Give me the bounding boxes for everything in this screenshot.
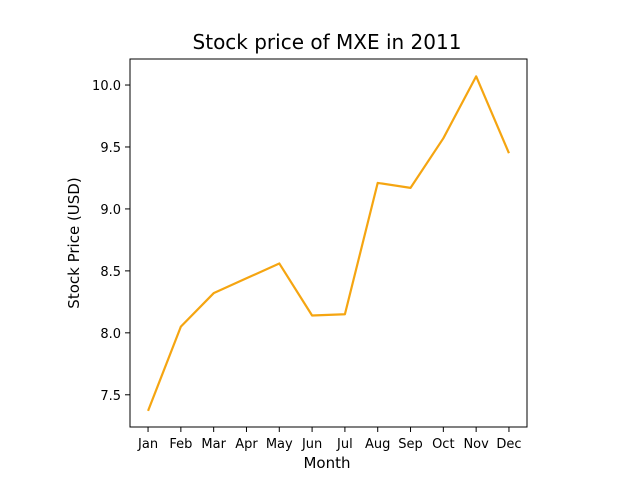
- series-line: [147, 75, 510, 412]
- x-tick-label: May: [266, 437, 293, 452]
- data-point-feb: [179, 325, 183, 329]
- data-point-jan: [146, 409, 150, 413]
- data-point-aug: [376, 181, 380, 185]
- data-point-mar: [212, 291, 216, 295]
- y-axis-ticks: 7.5 8.0 8.5 9.0 9.5 10.0: [92, 79, 130, 404]
- x-tick-label: Aug: [365, 437, 390, 452]
- data-point-jul: [343, 312, 347, 316]
- x-axis-label: Month: [303, 454, 350, 472]
- x-tick-label: Jul: [336, 437, 353, 452]
- data-point-may: [277, 261, 281, 265]
- x-tick-label: Apr: [235, 437, 258, 452]
- y-tick-label: 9.5: [100, 141, 121, 156]
- data-point-nov: [474, 74, 478, 78]
- x-tick-label: Jun: [301, 437, 322, 452]
- x-tick-label: Dec: [496, 437, 521, 452]
- x-tick-label: Feb: [169, 437, 192, 452]
- x-tick-label: Oct: [432, 437, 454, 452]
- y-tick-label: 10.0: [92, 79, 121, 94]
- y-tick-label: 7.5: [100, 389, 121, 404]
- x-axis-ticks: Jan Feb Mar Apr May Jun Jul Aug Sep Oct Nov Dec: [137, 427, 522, 452]
- data-point-jun: [310, 313, 314, 317]
- x-tick-label: Jan: [137, 437, 158, 452]
- y-axis-label: Stock Price (USD): [65, 177, 83, 308]
- y-tick-label: 8.5: [100, 265, 121, 280]
- y-tick-label: 8.0: [100, 327, 121, 342]
- x-tick-label: Nov: [463, 437, 489, 452]
- plot-area: [129, 58, 528, 428]
- x-tick-label: Mar: [201, 437, 226, 452]
- chart-title: Stock price of MXE in 2011: [193, 30, 462, 54]
- plot-frame: [129, 58, 528, 428]
- data-point-apr: [244, 276, 248, 280]
- y-tick-label: 9.0: [100, 203, 121, 218]
- data-point-oct: [441, 136, 445, 140]
- x-tick-label: Sep: [398, 437, 423, 452]
- data-point-sep: [409, 186, 413, 190]
- data-point-dec: [507, 151, 511, 155]
